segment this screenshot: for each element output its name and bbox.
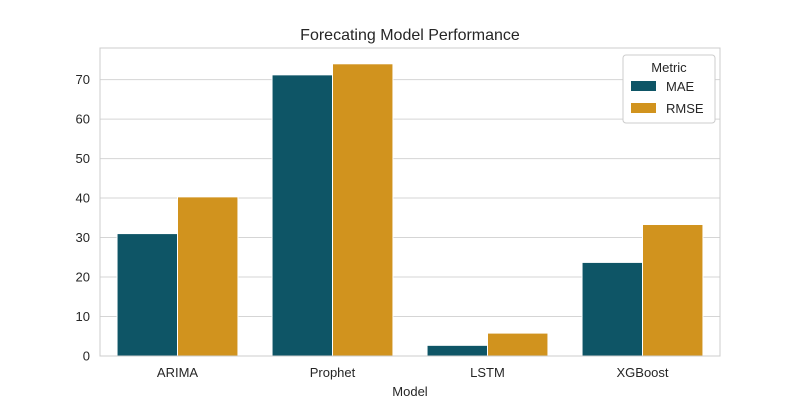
legend-swatch-rmse: [631, 103, 656, 113]
bar-rmse-xgboost: [642, 224, 704, 357]
y-tick-label: 30: [76, 230, 90, 245]
y-tick-label: 10: [76, 309, 90, 324]
legend-swatch-mae: [631, 81, 656, 91]
legend-label-mae: MAE: [666, 79, 695, 94]
x-axis-label: Model: [392, 384, 428, 399]
legend-label-rmse: RMSE: [666, 101, 704, 116]
y-tick-label: 20: [76, 270, 90, 285]
bar-mae-xgboost: [581, 261, 643, 357]
legend: Metric MAE RMSE: [622, 54, 716, 124]
x-tick-label: ARIMA: [157, 365, 199, 380]
y-tick-label: 50: [76, 151, 90, 166]
y-tick-labels: 0 10 20 30 40 50 60 70: [76, 72, 90, 363]
legend-title: Metric: [651, 60, 687, 75]
plot-frame: [99, 47, 721, 357]
bar-mae-arima: [116, 233, 179, 357]
bar-rmse-prophet: [332, 63, 394, 357]
y-tick-label: 40: [76, 191, 90, 206]
bar-mae-lstm: [426, 344, 488, 357]
y-tick-label: 0: [83, 349, 90, 364]
x-tick-labels: ARIMA Prophet LSTM XGBoost: [157, 365, 669, 380]
bar-mae-prophet: [271, 74, 333, 357]
x-tick-label: LSTM: [470, 365, 505, 380]
x-tick-label: XGBoost: [616, 365, 668, 380]
bar-rmse-arima: [177, 196, 239, 357]
x-tick-label: Prophet: [310, 365, 356, 380]
chart-title: Forecating Model Performance: [300, 27, 520, 44]
y-tick-label: 60: [76, 112, 90, 127]
bar-rmse-lstm: [487, 332, 549, 357]
y-tick-label: 70: [76, 72, 90, 87]
